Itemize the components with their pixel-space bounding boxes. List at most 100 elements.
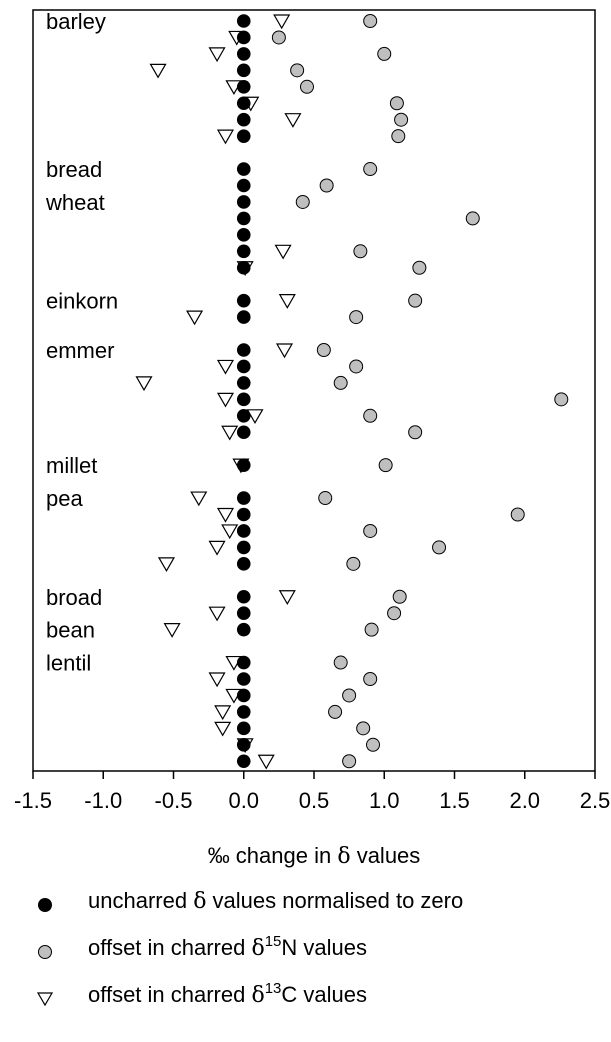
n15-offset-point [342, 754, 357, 769]
c13-offset-point [208, 47, 226, 63]
triangle-down-marker-icon [36, 992, 54, 1007]
n15-offset-point [333, 375, 348, 390]
n15-offset-point [353, 244, 368, 259]
c13-offset-point [157, 557, 176, 573]
x-tick-label: 1.5 [439, 788, 470, 813]
legend: uncharred δ values normalised to zero of… [30, 888, 590, 1029]
x-tick-label: -1.5 [14, 788, 52, 813]
category-label: barley [46, 9, 106, 34]
n15-offset-point [363, 408, 378, 423]
c13-offset-point [135, 376, 153, 392]
uncharred-zero-point [236, 63, 251, 78]
n15-offset-point [328, 704, 343, 719]
uncharred-zero-point [236, 260, 251, 275]
n15-offset-point [387, 606, 402, 621]
uncharred-zero-point [236, 622, 251, 637]
category-label: pea [46, 486, 83, 511]
c13-offset-point [216, 507, 235, 523]
n15-offset-point [356, 721, 371, 736]
x-tick-label: 0.0 [228, 788, 259, 813]
c13-offset-point [208, 672, 226, 688]
n15-offset-point [349, 359, 364, 374]
n15-offset-point [290, 63, 305, 78]
n15-offset-point [271, 30, 286, 45]
uncharred-zero-point [236, 655, 251, 670]
n15-offset-point [346, 556, 361, 571]
n15-offset-point [378, 458, 393, 473]
x-tick-label: 2.5 [580, 788, 611, 813]
c13-offset-point [246, 409, 264, 425]
uncharred-zero-point [236, 738, 251, 752]
legend-label-uncharred: uncharred δ values normalised to zero [88, 888, 464, 914]
legend-item-c13: offset in charred δ13C values [30, 980, 590, 1029]
uncharred-zero-point [236, 228, 251, 242]
uncharred-zero-point [236, 721, 251, 736]
uncharred-zero-point [236, 162, 251, 176]
n15-offset-point [366, 737, 381, 752]
c13-offset-point [208, 540, 226, 556]
n15-offset-point [554, 392, 569, 407]
c13-offset-point [278, 294, 296, 309]
n15-offset-point [391, 129, 406, 144]
uncharred-zero-point [236, 96, 251, 111]
c13-offset-point [221, 524, 239, 540]
uncharred-zero-point [236, 359, 251, 374]
series-c13-offsets [135, 14, 302, 770]
uncharred-zero-point [236, 507, 251, 522]
uncharred-zero-point [236, 195, 251, 209]
category-label: broad [46, 585, 102, 610]
uncharred-zero-point [236, 458, 251, 472]
n15-offset-point [510, 507, 525, 522]
n15-offset-point [342, 688, 357, 703]
uncharred-zero-point [236, 178, 251, 193]
uncharred-zero-point [236, 14, 251, 28]
uncharred-zero-point [236, 688, 251, 703]
x-tick-label: 2.0 [509, 788, 540, 813]
uncharred-zero-point [236, 343, 251, 357]
uncharred-zero-point [236, 557, 251, 571]
x-tick-label: -1.0 [84, 788, 122, 813]
series-n15-offsets [271, 14, 569, 769]
category-labels: barley bread wheat einkorn emmer millet pea bro… [45, 9, 118, 676]
n15-offset-point [363, 162, 378, 177]
uncharred-zero-point [236, 425, 251, 440]
series-uncharred-zero [236, 14, 251, 769]
uncharred-zero-point [236, 244, 251, 259]
uncharred-zero-point [236, 524, 251, 538]
uncharred-zero-point [236, 310, 251, 324]
category-label: emmer [46, 338, 114, 363]
c13-offset-point [208, 606, 226, 622]
n15-offset-point [316, 343, 331, 357]
grey-circle-marker-icon [38, 945, 52, 959]
category-label: bread [46, 157, 102, 182]
c13-offset-point [214, 721, 232, 737]
plot-frame [32, 9, 596, 772]
n15-offset-point [394, 112, 409, 127]
uncharred-zero-point [236, 392, 251, 407]
n15-offset-point [363, 523, 378, 538]
n15-offset-point [377, 46, 392, 61]
n15-offset-point [389, 96, 404, 111]
category-label: bean [46, 618, 95, 643]
x-tick-label: 0.5 [299, 788, 330, 813]
c13-offset-point [216, 129, 235, 145]
c13-offset-point [275, 343, 294, 359]
n15-offset-point [465, 211, 480, 226]
n15-offset-point [408, 425, 423, 440]
legend-item-n15: offset in charred δ15N values [30, 933, 590, 982]
x-tick-label: 1.0 [369, 788, 400, 813]
c13-offset-point [273, 14, 291, 30]
uncharred-zero-point [236, 606, 251, 620]
legend-label-c13: offset in charred δ13C values [88, 980, 367, 1008]
n15-offset-point [333, 655, 348, 670]
uncharred-zero-point [236, 705, 251, 719]
c13-offset-point [216, 359, 235, 375]
n15-offset-point [295, 194, 310, 209]
legend-label-n15: offset in charred δ15N values [88, 933, 367, 961]
n15-offset-point [349, 310, 364, 325]
black-circle-marker-icon [38, 898, 52, 912]
c13-offset-point [278, 590, 296, 605]
n15-offset-point [432, 540, 447, 555]
n15-offset-point [364, 622, 379, 637]
